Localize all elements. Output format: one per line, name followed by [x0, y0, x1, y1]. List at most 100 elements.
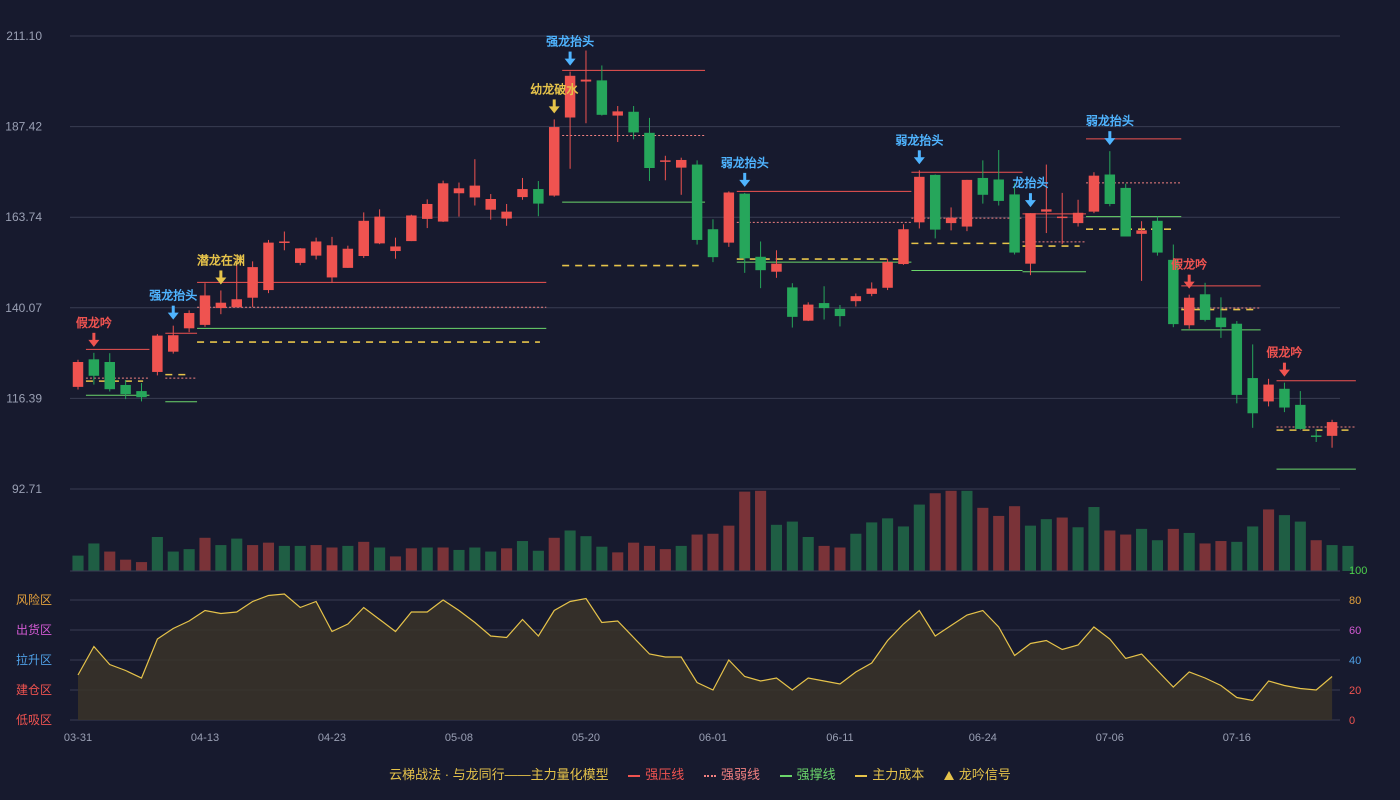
volume-bar — [1167, 528, 1179, 571]
volume-bar — [215, 545, 227, 571]
volume-bar — [643, 545, 656, 571]
volume-bar — [993, 515, 1005, 571]
volume-bar — [675, 545, 687, 571]
indicator-zone-label: 低吸区 — [16, 713, 52, 727]
volume-bar — [72, 555, 84, 571]
signal-arrow-icon — [1024, 200, 1036, 208]
volume-bar — [770, 524, 783, 571]
volume-bar — [151, 536, 163, 571]
volume-bar — [834, 547, 846, 571]
volume-bar — [516, 541, 529, 571]
signal-label: 龙抬头 — [1012, 175, 1048, 190]
signal-arrow-icon — [1104, 138, 1116, 146]
volume-bar — [755, 490, 767, 571]
volume-bar — [866, 522, 878, 571]
candle-body — [1279, 388, 1290, 408]
candle-body — [1025, 213, 1036, 264]
volume-bar — [961, 490, 973, 571]
candle-body — [787, 287, 798, 317]
volume-bar — [1294, 521, 1306, 571]
date-tick-label: 05-08 — [445, 732, 473, 744]
volume-bar — [358, 541, 370, 571]
volume-bar — [453, 549, 465, 571]
signal-arrow-icon — [548, 106, 560, 114]
volume-bar — [707, 533, 719, 571]
volume-bar — [1136, 528, 1148, 571]
volume-bar — [389, 556, 402, 571]
volume-bar — [135, 562, 148, 571]
volume-bar — [485, 551, 497, 571]
price-tick-label: 116.39 — [6, 391, 42, 405]
legend-item-support[interactable]: 强撑线 — [779, 764, 836, 783]
volume-bar — [691, 534, 703, 571]
candle-body — [818, 303, 830, 309]
candle-body — [707, 229, 719, 258]
volume-bar — [183, 549, 195, 571]
candle-body — [421, 203, 433, 219]
date-tick-label: 04-23 — [318, 732, 346, 744]
volume-bar — [596, 546, 608, 571]
price-tick-label: 92.71 — [12, 482, 42, 496]
candle-body — [88, 359, 100, 376]
volume-bar — [1310, 540, 1322, 571]
legend-swatch-solid-red — [628, 774, 641, 777]
legend-title: 云梯战法 · 与龙同行——主力量化模型 — [389, 767, 609, 782]
volume-bar — [945, 490, 957, 571]
volume-bar — [1342, 545, 1354, 571]
date-tick-label: 06-01 — [699, 732, 727, 744]
candle-body — [628, 111, 639, 133]
volume-bar — [786, 521, 798, 571]
candle-body — [691, 164, 703, 240]
candle-body — [1215, 317, 1227, 328]
date-tick-label: 07-06 — [1096, 732, 1124, 744]
legend-item-signal[interactable]: 龙吟信号 — [943, 764, 1011, 783]
signal-arrow-icon — [913, 157, 925, 165]
candle-body — [1310, 435, 1322, 437]
volume-bar — [1326, 545, 1338, 571]
candle-body — [1120, 187, 1131, 237]
candle-body — [914, 176, 925, 223]
candle-body — [977, 177, 989, 195]
legend-item-weak-pressure[interactable]: 强弱线 — [703, 764, 760, 783]
volume-bar — [1072, 527, 1084, 571]
price-tick-label: 140.07 — [5, 301, 42, 315]
indicator-zone-label: 建仓区 — [16, 683, 52, 697]
volume-bar — [1009, 506, 1021, 571]
date-tick-label: 06-11 — [826, 732, 853, 744]
volume-bar — [278, 545, 290, 571]
candle-body — [295, 248, 306, 263]
candle-body — [136, 391, 147, 398]
candle-body — [453, 188, 465, 194]
candle-body — [802, 304, 814, 321]
volume-bar — [374, 547, 386, 571]
candle-body — [279, 241, 290, 243]
volume-bar — [342, 545, 354, 571]
candle-body — [215, 302, 227, 309]
signal-label: 强龙抬头 — [149, 288, 197, 303]
volume-bar — [247, 545, 259, 571]
volume-bar — [548, 537, 560, 571]
volume-bar — [913, 504, 925, 571]
signal-arrow-icon — [1278, 369, 1290, 377]
candle-body — [501, 211, 512, 219]
volume-bar — [167, 551, 179, 571]
indicator-tick-label: 20 — [1349, 685, 1361, 697]
candle-body — [882, 262, 893, 288]
legend-item-cost[interactable]: 主力成本 — [855, 764, 924, 783]
legend-item-strong-pressure[interactable]: 强压线 — [628, 764, 684, 783]
legend-label: 龙吟信号 — [958, 767, 1011, 782]
candle-body — [152, 335, 163, 372]
date-tick-label: 03-31 — [64, 732, 92, 744]
indicator-line — [77, 593, 1333, 702]
candle-body — [675, 159, 687, 168]
indicator-tick-label: 60 — [1349, 625, 1361, 637]
volume-bar — [1278, 515, 1290, 571]
volume-bar — [310, 545, 322, 571]
candle-body — [358, 220, 369, 257]
triangle-icon — [943, 771, 954, 781]
volume-bar — [231, 538, 243, 571]
volume-bar — [1040, 519, 1052, 571]
signal-label: 弱龙抬头 — [721, 155, 769, 170]
volume-bar — [501, 548, 513, 571]
signal-label: 假龙吟 — [1171, 257, 1207, 272]
